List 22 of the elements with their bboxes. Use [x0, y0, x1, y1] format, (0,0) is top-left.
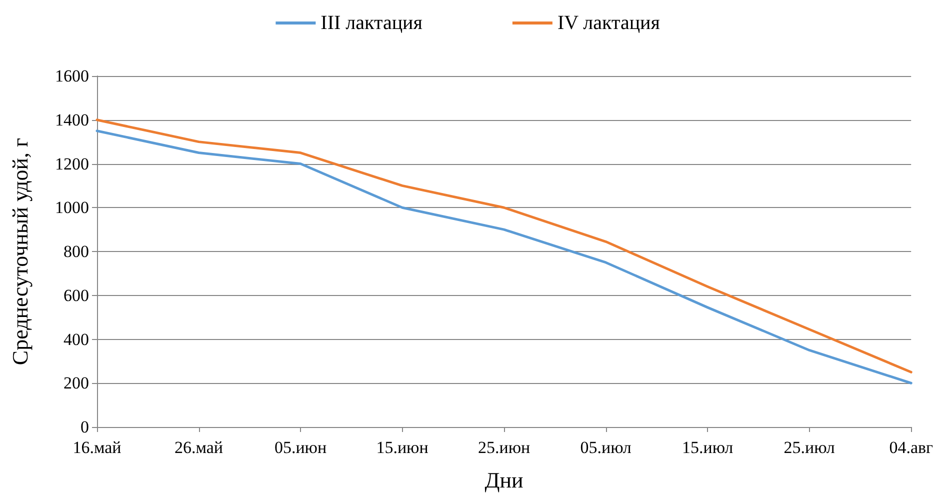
y-tick-label: 200 [64, 374, 89, 393]
x-tick-label: 25.июн [478, 438, 530, 457]
x-axis-title: Дни [484, 468, 524, 492]
x-tick-label: 05.июл [580, 438, 632, 457]
y-tick-label: 600 [64, 286, 89, 305]
x-tick-label: 05.июн [274, 438, 327, 457]
x-tick-label: 25.июл [784, 438, 836, 457]
y-tick-label: 800 [64, 242, 89, 261]
y-axis-title: Среднесуточный удой, г [8, 138, 32, 366]
y-tick-label: 400 [64, 330, 89, 349]
x-tick-label: 15.июн [376, 438, 428, 457]
y-tick-label: 1000 [55, 198, 89, 218]
x-tick-label: 26.май [174, 438, 224, 457]
legend-label: III лактация [320, 12, 422, 34]
x-tick-label: 04.авг [889, 438, 934, 457]
x-tick-label: 15.июл [682, 438, 734, 457]
y-tick-label: 1600 [55, 66, 89, 86]
y-tick-label: 1400 [55, 110, 89, 130]
y-tick-label: 0 [80, 418, 89, 436]
x-tick-label: 16.май [72, 438, 122, 457]
y-tick-label: 1200 [55, 154, 89, 174]
legend-label: IV лактация [557, 12, 660, 34]
